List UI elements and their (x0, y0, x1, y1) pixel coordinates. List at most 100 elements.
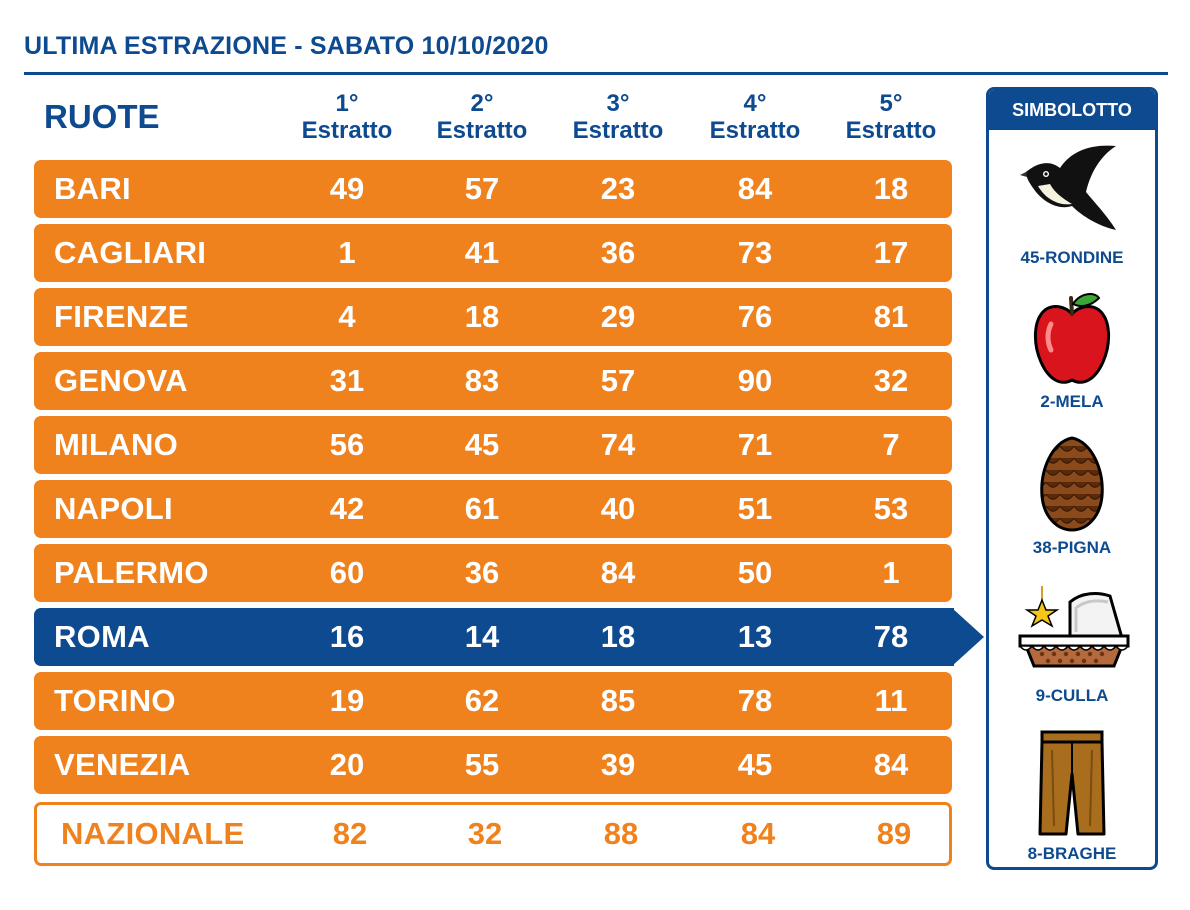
estratto-number: 60 (329, 555, 365, 590)
ruota-row-genova: GENOVA 31 83 57 90 32 (34, 352, 952, 410)
estratto-number: 23 (600, 171, 636, 206)
ruota-row-torino: TORINO 19 62 85 78 11 (34, 672, 952, 730)
estratto-number: 19 (329, 683, 365, 718)
estratto-number: 36 (600, 235, 636, 270)
estratto-number: 18 (464, 299, 500, 334)
ruota-row-firenze: FIRENZE 4 18 29 76 81 (34, 288, 952, 346)
estratto-number: 76 (737, 299, 773, 334)
simbolotto-label: 38-PIGNA (1032, 538, 1112, 557)
page-title: ULTIMA ESTRAZIONE - SABATO 10/10/2020 (24, 32, 549, 60)
simbolotto-item-culla: 9-CULLA (989, 582, 1155, 706)
ruota-name: BARI (54, 171, 131, 206)
ruota-name: ROMA (54, 619, 150, 654)
estratto-number: 32 (873, 363, 909, 398)
estratto-number: 18 (600, 619, 636, 654)
column-header-1: 1° Estratto (282, 90, 412, 144)
estratto-number: 62 (464, 683, 500, 718)
estratto-number: 57 (464, 171, 500, 206)
ruota-name: CAGLIARI (54, 235, 207, 270)
estratto-number: 1 (338, 235, 356, 270)
column-header-label: Estratto (709, 117, 801, 144)
column-header-label: Estratto (572, 117, 664, 144)
estratto-number: 89 (876, 816, 912, 851)
simbolotto-panel: SIMBOLOTTO 45-RONDINE 2-MELA (986, 87, 1158, 870)
ruota-name: NAZIONALE (61, 816, 245, 851)
ruota-row-venezia: VENEZIA 20 55 39 45 84 (34, 736, 952, 794)
ruota-row-roma: ROMA 16 14 18 13 78 (34, 608, 984, 666)
estratto-number: 78 (873, 619, 909, 654)
ruota-name: GENOVA (54, 363, 188, 398)
estratto-number: 82 (332, 816, 368, 851)
estratto-number: 20 (329, 747, 365, 782)
ruota-name: PALERMO (54, 555, 209, 590)
estratto-number: 84 (600, 555, 636, 590)
estratto-number: 14 (464, 619, 500, 654)
simbolotto-label: 8-BRAGHE (1027, 844, 1117, 863)
simbolotto-label: 45-RONDINE (1020, 248, 1124, 267)
estratto-number: 85 (600, 683, 636, 718)
simbolotto-item-pigna: 38-PIGNA (989, 434, 1155, 558)
trousers-icon (1038, 730, 1106, 836)
ruota-row-palermo: PALERMO 60 36 84 50 1 (34, 544, 952, 602)
ruota-name: TORINO (54, 683, 176, 718)
estratto-number: 1 (882, 555, 900, 590)
cradle-icon (1018, 586, 1130, 668)
ruote-header: RUOTE (44, 98, 160, 135)
estratto-number: 42 (329, 491, 365, 526)
estratto-number: 50 (737, 555, 773, 590)
estratto-number: 49 (329, 171, 365, 206)
simbolotto-item-braghe: 8-BRAGHE (989, 730, 1155, 864)
column-header-ordinal: 2° (470, 90, 494, 117)
estratto-number: 57 (600, 363, 636, 398)
column-header-3: 3° Estratto (553, 90, 683, 144)
column-header-label: Estratto (301, 117, 393, 144)
estratto-number: 7 (882, 427, 900, 462)
column-header-ordinal: 4° (743, 90, 767, 117)
ruota-name: NAPOLI (54, 491, 173, 526)
estratto-number: 41 (464, 235, 500, 270)
pinecone-icon (1040, 436, 1104, 532)
ruota-row-napoli: NAPOLI 42 61 40 51 53 (34, 480, 952, 538)
estratto-number: 45 (737, 747, 773, 782)
estratto-number: 45 (464, 427, 500, 462)
ruota-name: MILANO (54, 427, 179, 462)
estratto-number: 32 (467, 816, 503, 851)
ruota-row-milano: MILANO 56 45 74 71 7 (34, 416, 952, 474)
estratto-number: 56 (329, 427, 365, 462)
simbolotto-label: 2-MELA (1040, 392, 1104, 411)
estratto-number: 84 (737, 171, 773, 206)
column-header-label: Estratto (436, 117, 528, 144)
estratto-number: 83 (464, 363, 500, 398)
swallow-icon (1020, 145, 1116, 230)
column-header-ordinal: 3° (606, 90, 630, 117)
estratto-number: 17 (873, 235, 909, 270)
title-divider (24, 72, 1168, 75)
ruota-name: FIRENZE (54, 299, 189, 334)
estratto-number: 53 (873, 491, 909, 526)
estratto-number: 29 (600, 299, 636, 334)
estratto-number: 18 (873, 171, 909, 206)
ruota-row-bari: BARI 49 57 23 84 18 (34, 160, 952, 218)
apple-icon (1034, 293, 1110, 384)
estratto-number: 39 (600, 747, 636, 782)
estratto-number: 4 (338, 299, 356, 334)
estratto-number: 31 (329, 363, 365, 398)
estratto-number: 88 (603, 816, 639, 851)
simbolotto-label: 9-CULLA (1035, 686, 1109, 705)
ruota-name: VENEZIA (54, 747, 191, 782)
estratto-number: 84 (740, 816, 776, 851)
simbolotto-item-rondine: 45-RONDINE (989, 140, 1155, 268)
simbolotto-item-mela: 2-MELA (989, 288, 1155, 412)
estratto-number: 81 (873, 299, 909, 334)
column-header-2: 2° Estratto (417, 90, 547, 144)
estratto-number: 73 (737, 235, 773, 270)
column-header-ordinal: 5° (879, 90, 903, 117)
estratto-number: 61 (464, 491, 500, 526)
estratto-number: 90 (737, 363, 773, 398)
estratto-number: 78 (737, 683, 773, 718)
ruota-row-cagliari: CAGLIARI 1 41 36 73 17 (34, 224, 952, 282)
estratto-number: 36 (464, 555, 500, 590)
column-header-4: 4° Estratto (690, 90, 820, 144)
estratto-number: 13 (737, 619, 773, 654)
estratto-number: 16 (329, 619, 365, 654)
